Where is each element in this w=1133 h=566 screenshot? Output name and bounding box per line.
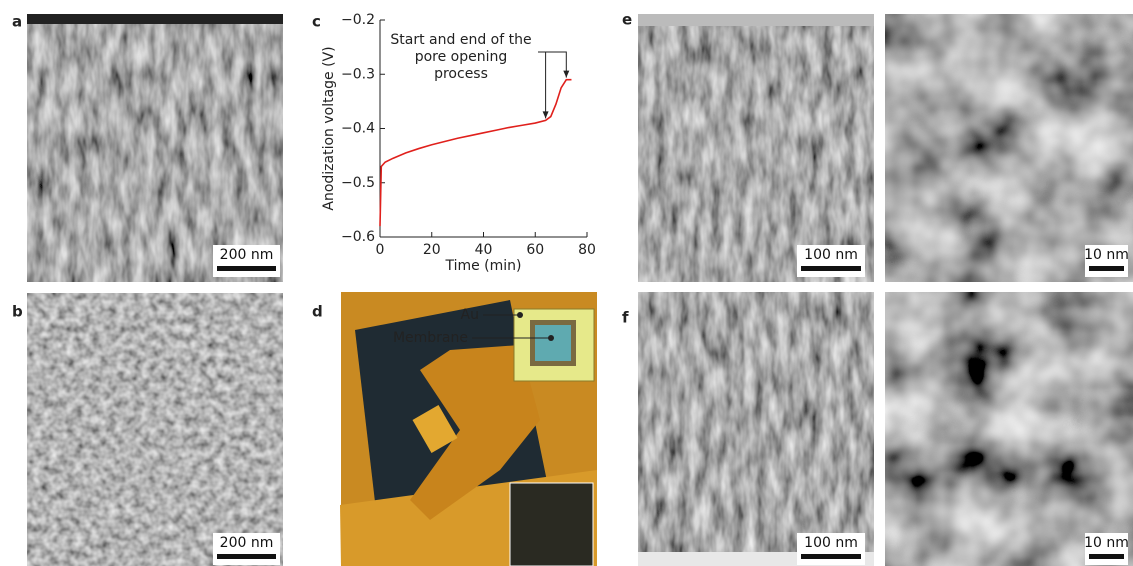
scale-bar-label: 100 nm [804, 247, 858, 263]
scale-bar-label: 10 nm [1084, 247, 1129, 263]
annotation: pore opening [415, 49, 508, 65]
y-tick-label: −0.2 [341, 12, 375, 28]
y-tick-label: −0.4 [341, 121, 375, 137]
annotation: process [434, 66, 488, 82]
x-axis-label: Time (min) [444, 258, 521, 274]
scale-bar [801, 554, 861, 559]
panel-label: b [12, 303, 23, 321]
sem-image [27, 293, 283, 566]
arrow [545, 52, 546, 118]
sem-image [885, 14, 1133, 282]
x-tick-label: 40 [475, 242, 493, 258]
panel-label: e [622, 11, 632, 29]
sem-image [27, 14, 283, 282]
sem-edge [638, 14, 874, 26]
panel-label: a [12, 13, 22, 31]
arrowhead [543, 111, 549, 118]
scale-bar-label: 200 nm [220, 535, 274, 551]
panel-label: d [312, 303, 323, 321]
sem-edge [27, 14, 283, 24]
scale-bar-label: 10 nm [1084, 535, 1129, 551]
scale-bar [801, 266, 861, 271]
diagram-label: Membrane [393, 330, 468, 346]
y-tick-label: −0.6 [341, 229, 375, 245]
x-tick-label: 20 [423, 242, 441, 258]
y-tick-label: −0.3 [341, 66, 375, 82]
x-tick-label: 80 [578, 242, 596, 258]
sem-image [638, 292, 874, 566]
annotation: Start and end of the [390, 32, 531, 48]
scale-bar-label: 200 nm [220, 247, 274, 263]
line [380, 80, 571, 226]
scale-bar-label: 100 nm [804, 535, 858, 551]
panel-label: c [312, 13, 321, 31]
illustration: Au Membrane [340, 292, 597, 566]
x-tick-label: 0 [376, 242, 385, 258]
leader-dot [517, 312, 523, 318]
sem-image [885, 292, 1133, 566]
arrow [538, 52, 566, 78]
y-tick-label: −0.5 [341, 175, 375, 191]
diagram-label: Au [461, 307, 479, 323]
panel-label: f [622, 309, 629, 327]
figure: Au Membrane a b c d e f 200 nm 200 nm 100 nm 10 n… [0, 0, 1133, 566]
inset-grid [510, 483, 593, 566]
scale-bar [217, 266, 276, 271]
sem-image [638, 14, 874, 282]
scale-bar [217, 554, 276, 559]
y-axis-label: Anodization voltage (V) [321, 46, 337, 210]
scale-bar [1089, 554, 1124, 559]
leader-dot [548, 335, 554, 341]
membrane [535, 325, 571, 361]
arrowhead [563, 71, 569, 78]
scale-bar [1089, 266, 1124, 271]
x-tick-label: 60 [526, 242, 544, 258]
